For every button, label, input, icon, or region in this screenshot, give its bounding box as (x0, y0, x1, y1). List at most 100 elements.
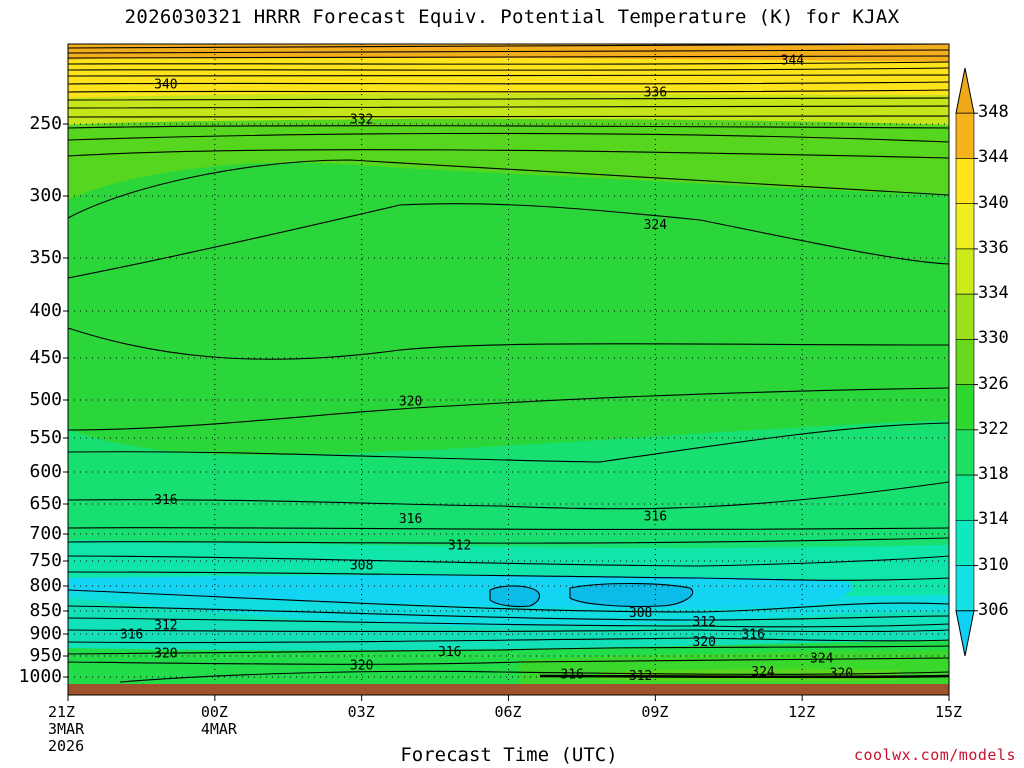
contour-label: 312 (693, 615, 716, 630)
contour-label-text: 312 (629, 669, 652, 684)
contour-label: 312 (448, 538, 471, 553)
credit-text: coolwx.com/models (853, 746, 1016, 764)
contour-label: 332 (350, 113, 373, 128)
colorbar-segment (955, 339, 975, 385)
contour-label: 336 (644, 86, 667, 101)
contour-label: 316 (560, 668, 583, 683)
x-axis-label: Forecast Time (UTC) (400, 744, 618, 766)
contour-label-text: 324 (751, 665, 775, 680)
ground-strip (68, 684, 949, 695)
contour-label: 308 (350, 559, 373, 574)
contour-label-text: 320 (350, 659, 373, 674)
colorbar-segment (955, 203, 975, 250)
y-tick-label: 250 (29, 113, 62, 134)
contour-line (67, 422, 950, 463)
contour-line (67, 89, 950, 93)
contour-label: 340 (154, 78, 177, 93)
contour-line (67, 203, 950, 279)
y-tick-label: 700 (29, 523, 62, 544)
colorbar-segment (955, 158, 975, 204)
contour-label-text: 320 (399, 394, 422, 409)
contour-line (67, 67, 950, 71)
contour-label-text: 320 (830, 666, 853, 681)
contour-label-text: 316 (741, 628, 764, 643)
contour-line (67, 629, 950, 633)
contour-line (67, 159, 950, 219)
contour-label: 324 (751, 665, 775, 680)
contour-line (67, 645, 950, 655)
y-tick-label: 850 (29, 600, 62, 621)
contour-label: 316 (120, 628, 143, 643)
colorbar-segment (955, 112, 975, 159)
colorbar-segment (955, 474, 975, 521)
contour-line (67, 555, 950, 567)
x-tick-label: 03Z (347, 703, 375, 721)
contour-label: 312 (629, 669, 652, 684)
contour-label-text: 340 (154, 78, 177, 93)
contour-line (67, 115, 950, 118)
contour-label: 312 (154, 618, 177, 633)
contour-label-text: 336 (644, 86, 667, 101)
contour-line (67, 149, 950, 159)
contour-label-text: 344 (781, 54, 805, 69)
plot-frame (67, 43, 950, 696)
contour-label: 316 (399, 512, 422, 527)
contour-line (67, 125, 950, 129)
y-tick-label: 650 (29, 493, 62, 514)
contour-label-text: 324 (644, 218, 668, 233)
contour-label-text: 316 (438, 645, 461, 660)
contour-label: 320 (693, 635, 716, 650)
contour-line (67, 571, 950, 581)
contour-label-text: 316 (644, 510, 667, 525)
contour-line (67, 81, 950, 85)
colorbar-label: 330 (978, 328, 1009, 349)
contour-label: 324 (644, 218, 668, 233)
contour-line (489, 585, 540, 608)
contour-line (539, 674, 950, 679)
contour-label-text: 308 (629, 606, 652, 621)
contour-label-text: 316 (120, 628, 143, 643)
contour-label-text: 320 (154, 646, 177, 661)
y-tick-label: 1000 (18, 666, 62, 687)
contour-label-text: 316 (399, 512, 422, 527)
y-tick-label: 800 (29, 575, 62, 596)
contour-label-text: 312 (154, 618, 177, 633)
x-tick-label: 06Z (494, 703, 522, 721)
y-tick-label: 500 (29, 389, 62, 410)
x-tick-label: 00Z 4MAR (200, 703, 237, 738)
contour-label-text: 316 (560, 668, 583, 683)
colorbar-bottom-arrow (955, 610, 975, 657)
contour-line (67, 589, 950, 613)
contour-label: 316 (644, 510, 667, 525)
colorbar-label: 340 (978, 192, 1009, 213)
contour-line (67, 97, 950, 101)
y-tick-label: 350 (29, 247, 62, 268)
colorbar-segment (955, 384, 975, 431)
colorbar-label: 314 (978, 509, 1009, 530)
contour-label-text: 312 (693, 615, 716, 630)
contour-label-text: 312 (448, 538, 471, 553)
y-tick-label: 450 (29, 347, 62, 368)
contour-line (67, 481, 950, 510)
contour-line (67, 105, 950, 109)
contour-line (67, 657, 950, 665)
contour-label: 344 (781, 54, 805, 69)
y-tick-label: 600 (29, 461, 62, 482)
colorbar-label: 306 (978, 599, 1009, 620)
x-tick-label: 21Z 3MAR 2026 (48, 703, 85, 755)
contour-line (67, 537, 950, 544)
colorbar-label: 334 (978, 283, 1009, 304)
chart-title: 2026030321 HRRR Forecast Equiv. Potentia… (124, 6, 900, 28)
colorbar-segment (955, 520, 975, 566)
contour-label: 308 (629, 606, 652, 621)
contour-label-text: 308 (350, 559, 373, 574)
colorbar-label: 348 (978, 102, 1009, 123)
y-tick-label: 750 (29, 550, 62, 571)
contour-label: 320 (830, 666, 853, 681)
contour-label: 320 (350, 659, 373, 674)
colorbar-label: 318 (978, 464, 1009, 485)
contour-line (67, 327, 950, 360)
colorbar-label: 322 (978, 418, 1009, 439)
x-tick-label: 15Z (935, 703, 963, 721)
